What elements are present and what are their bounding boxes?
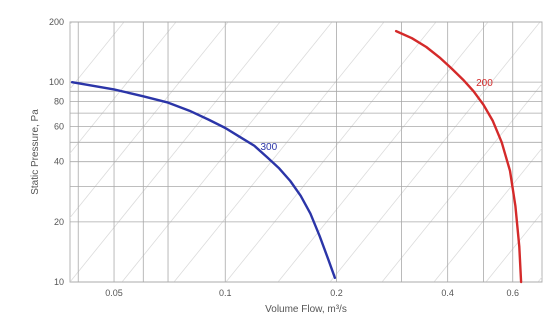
y-tick-label: 10 [54,277,64,287]
diagonal-line [70,22,229,219]
series-line-2 [394,29,523,284]
x-tick-label: 0.05 [105,288,123,298]
x-axis-label: Volume Flow, m³/s [265,304,347,315]
x-tick-label: 0.4 [441,288,454,298]
series-line-1 [70,81,337,279]
y-tick-label: 60 [54,121,64,131]
diagonal-line [70,22,177,154]
series-label-2: 200 [476,78,493,89]
diagonal-line [173,22,385,282]
y-axis-label: Static Pressure, Pa [30,109,41,195]
y-tick-label: 20 [54,217,64,227]
gridlines [70,21,542,283]
y-tick-label: 80 [54,97,64,107]
plot-area [69,21,543,283]
diagonal-line [329,22,541,282]
y-tick-label: 200 [49,17,64,27]
y-tick-label: 100 [49,77,64,87]
y-tick-label: 40 [54,157,64,167]
diagonal-line [381,83,542,282]
diagonal-line [0,22,20,282]
diagonal-line [225,22,437,282]
diagonal-line [433,147,542,282]
diagonal-reference-lines [0,22,542,282]
diagonal-line [485,212,542,282]
diagonal-line [121,22,333,282]
x-tick-label: 0.2 [330,288,343,298]
series-layer: 300 200 [70,29,523,284]
diagonal-line [70,22,281,282]
x-tick-label: 0.1 [219,288,232,298]
diagonal-line [70,22,125,90]
series-label-1: 300 [261,142,278,153]
tick-labels: 0.05 0.1 0.2 0.4 0.6 10 20 40 60 80 100 200 [49,17,519,298]
diagonal-line [277,22,489,282]
x-tick-label: 0.6 [506,288,519,298]
